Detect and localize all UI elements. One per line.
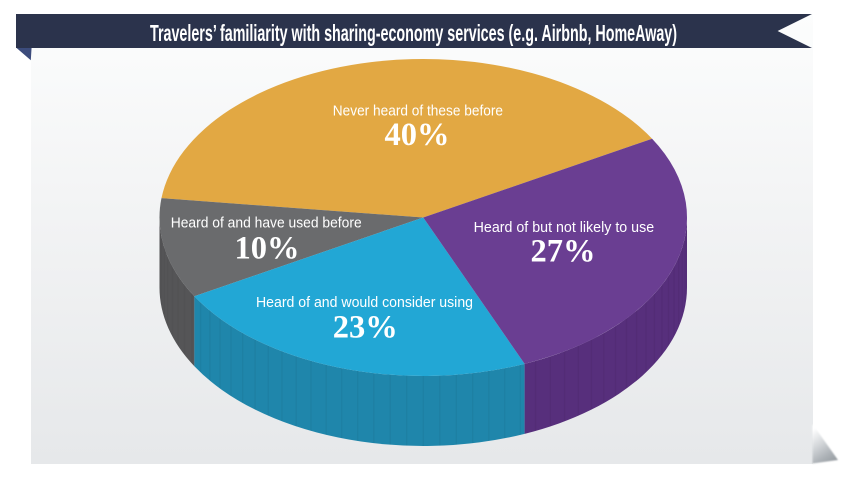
svg-text:10%: 10% <box>235 230 300 266</box>
svg-text:Heard of and have used before: Heard of and have used before <box>171 214 362 231</box>
svg-text:40%: 40% <box>385 117 450 153</box>
svg-text:23%: 23% <box>333 309 398 345</box>
svg-text:Heard of but not likely to use: Heard of but not likely to use <box>474 219 655 236</box>
svg-text:27%: 27% <box>531 233 596 269</box>
svg-text:Travelers’ familiarity with sh: Travelers’ familiarity with sharing-econ… <box>150 20 677 46</box>
svg-text:Heard of and would consider us: Heard of and would consider using <box>256 294 473 311</box>
svg-text:Never heard of these before: Never heard of these before <box>333 102 503 119</box>
